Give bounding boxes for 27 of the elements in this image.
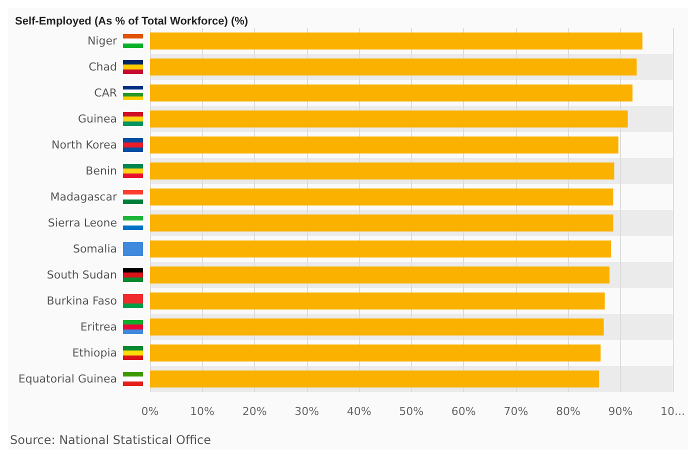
y-tick-label: Somalia	[72, 242, 117, 256]
y-tick-label: CAR	[94, 86, 118, 100]
y-tick-label: South Sudan	[46, 268, 118, 282]
y-tick-label: Madagascar	[50, 190, 118, 204]
y-tick-label: Eritrea	[80, 320, 117, 334]
y-tick-label: North Korea	[52, 138, 117, 152]
x-tick-label: 10...	[660, 405, 686, 418]
x-tick-label: 70%	[504, 405, 528, 418]
y-tick-label: Equatorial Guinea	[18, 372, 117, 386]
x-tick-label: 20%	[242, 405, 267, 418]
y-tick-label: Chad	[88, 60, 117, 74]
chart-title: Self-Employed (As % of Total Workforce) (%)	[15, 16, 248, 28]
x-tick-label: 80%	[556, 405, 580, 418]
x-tick-label: 90%	[608, 405, 633, 418]
y-tick-label: Guinea	[78, 112, 117, 126]
y-tick-label: Niger	[87, 34, 118, 48]
x-tick-label: 30%	[294, 405, 320, 418]
y-tick-label: Sierra Leone	[48, 216, 118, 230]
x-tick-label: 40%	[346, 405, 372, 418]
y-tick-label: Ethiopia	[72, 346, 117, 360]
source-note: Source: National Statistical Office	[10, 433, 212, 447]
x-tick-label: 10%	[190, 405, 214, 418]
y-tick-label: Benin	[86, 164, 118, 178]
y-tick-label: Burkina Faso	[46, 294, 118, 308]
x-tick-label: 60%	[451, 405, 476, 418]
x-tick-label: 0%	[141, 405, 159, 418]
x-tick-label: 50%	[399, 405, 424, 418]
